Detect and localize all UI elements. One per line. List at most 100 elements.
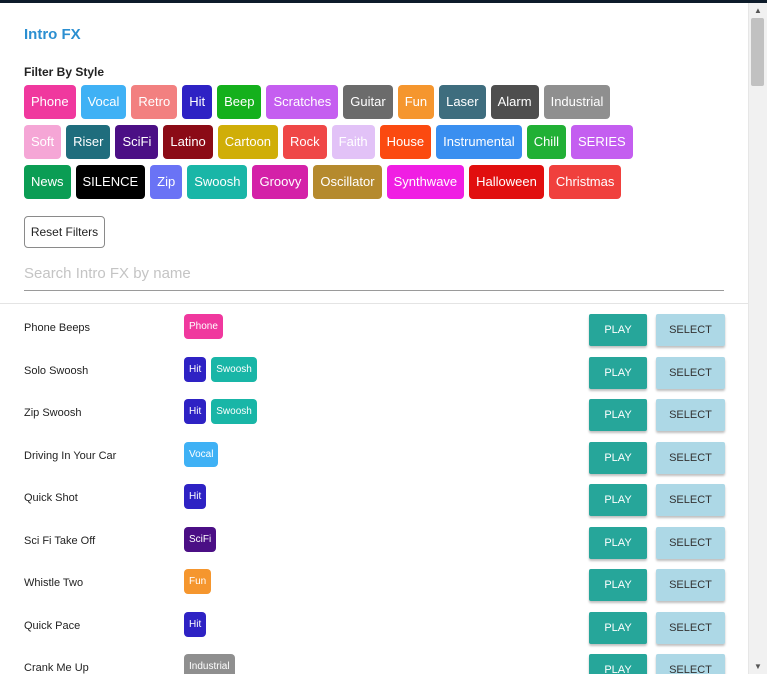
- select-button[interactable]: SELECT: [656, 654, 725, 674]
- tag-badge: Phone: [184, 314, 223, 339]
- tag-badge: Vocal: [184, 441, 219, 467]
- style-filter-chips: Phone Vocal Retro Hit Beep Scratches Guitar Fun…: [24, 85, 714, 205]
- list-item: Driving In Your Car Vocal PLAY SELECT: [0, 438, 748, 481]
- scrollbar-thumb[interactable]: [751, 18, 764, 86]
- top-strip: [0, 0, 767, 3]
- chip-row: Soft Riser SciFi Latino Cartoon Rock Faith Hous…: [24, 125, 714, 159]
- filter-chip-hit[interactable]: Hit: [182, 85, 213, 119]
- play-button[interactable]: PLAY: [589, 611, 647, 644]
- divider: [0, 303, 748, 304]
- filter-chip-oscillator[interactable]: Oscillator: [313, 165, 382, 199]
- select-button[interactable]: SELECT: [656, 399, 725, 431]
- scroll-down-icon[interactable]: ▼: [754, 662, 762, 671]
- tag-badge: Swoosh: [211, 356, 257, 382]
- fx-tags: Hit Swoosh: [184, 399, 257, 424]
- filter-chip-faith[interactable]: Faith: [331, 125, 375, 159]
- select-button[interactable]: SELECT: [656, 356, 725, 389]
- play-button[interactable]: PLAY: [589, 314, 647, 346]
- filter-label: Filter By Style: [24, 65, 105, 79]
- filter-chip-halloween[interactable]: Halloween: [469, 165, 544, 199]
- filter-chip-zip[interactable]: Zip: [150, 165, 183, 199]
- search-input[interactable]: [24, 256, 724, 291]
- intro-fx-panel: Intro FX Filter By Style Phone Vocal Retro…: [0, 3, 748, 674]
- list-item: Solo Swoosh Hit Swoosh PLAY SELECT: [0, 353, 748, 396]
- chip-row: News SILENCE Zip Swoosh Groovy Oscillator Synt…: [24, 165, 714, 199]
- filter-chip-silence[interactable]: SILENCE: [75, 165, 146, 199]
- filter-chip-series[interactable]: SERIES: [570, 125, 633, 159]
- play-button[interactable]: PLAY: [589, 399, 647, 431]
- filter-chip-chill[interactable]: Chill: [526, 125, 566, 159]
- list-item: Quick Shot Hit PLAY SELECT: [0, 480, 748, 523]
- filter-chip-latino[interactable]: Latino: [163, 125, 213, 159]
- list-item: Crank Me Up Industrial PLAY SELECT: [0, 650, 748, 674]
- chip-row: Phone Vocal Retro Hit Beep Scratches Guitar Fun…: [24, 85, 714, 119]
- play-button[interactable]: PLAY: [589, 356, 647, 389]
- filter-chip-news[interactable]: News: [24, 165, 71, 199]
- filter-chip-instrumental[interactable]: Instrumental: [436, 125, 522, 159]
- filter-chip-groovy[interactable]: Groovy: [252, 165, 309, 199]
- play-button[interactable]: PLAY: [589, 526, 647, 559]
- select-button[interactable]: SELECT: [656, 611, 725, 644]
- fx-name: Driving In Your Car: [24, 449, 117, 462]
- filter-chip-swoosh[interactable]: Swoosh: [187, 165, 248, 199]
- list-item: Phone Beeps Phone PLAY SELECT: [0, 310, 748, 353]
- fx-name: Whistle Two: [24, 577, 84, 589]
- fx-tags: Hit: [184, 484, 207, 509]
- fx-name: Quick Shot: [24, 492, 78, 504]
- play-button[interactable]: PLAY: [589, 569, 647, 601]
- fx-name: Quick Pace: [24, 619, 81, 632]
- tag-badge: Hit: [184, 356, 207, 382]
- scroll-up-icon[interactable]: ▲: [754, 6, 762, 15]
- fx-tags: Vocal: [184, 441, 219, 467]
- list-item: Zip Swoosh Hit Swoosh PLAY SELECT: [0, 395, 748, 438]
- filter-chip-retro[interactable]: Retro: [131, 85, 178, 119]
- filter-chip-rock[interactable]: Rock: [283, 125, 327, 159]
- fx-name: Solo Swoosh: [24, 364, 89, 377]
- filter-chip-scratches[interactable]: Scratches: [266, 85, 339, 119]
- play-button[interactable]: PLAY: [589, 484, 647, 516]
- filter-chip-christmas[interactable]: Christmas: [548, 165, 622, 199]
- filter-chip-alarm[interactable]: Alarm: [490, 85, 539, 119]
- fx-tags: Hit: [184, 611, 207, 637]
- list-item: Sci Fi Take Off SciFi PLAY SELECT: [0, 523, 748, 566]
- filter-chip-beep[interactable]: Beep: [217, 85, 262, 119]
- tag-badge: SciFi: [184, 526, 217, 552]
- select-button[interactable]: SELECT: [656, 569, 725, 601]
- fx-name: Phone Beeps: [24, 322, 91, 334]
- play-button[interactable]: PLAY: [589, 441, 647, 474]
- select-button[interactable]: SELECT: [656, 441, 725, 474]
- select-button[interactable]: SELECT: [656, 314, 725, 346]
- tag-badge: Swoosh: [211, 399, 257, 424]
- tag-badge: Hit: [184, 399, 207, 424]
- filter-chip-fun[interactable]: Fun: [397, 85, 435, 119]
- filter-chip-riser[interactable]: Riser: [66, 125, 111, 159]
- filter-chip-scifi[interactable]: SciFi: [115, 125, 159, 159]
- fx-name: Sci Fi Take Off: [24, 534, 96, 547]
- filter-chip-soft[interactable]: Soft: [24, 125, 62, 159]
- play-button[interactable]: PLAY: [589, 654, 647, 674]
- fx-tags: Fun: [184, 569, 212, 594]
- scrollbar[interactable]: ▲ ▼: [748, 3, 767, 674]
- fx-list: Phone Beeps Phone PLAY SELECT Solo Swoosh Hit…: [0, 310, 748, 674]
- filter-chip-phone[interactable]: Phone: [24, 85, 76, 119]
- fx-name: Crank Me Up: [24, 662, 89, 674]
- fx-tags: SciFi: [184, 526, 217, 552]
- select-button[interactable]: SELECT: [656, 526, 725, 559]
- page-title: Intro FX: [24, 26, 81, 43]
- filter-chip-industrial[interactable]: Industrial: [543, 85, 611, 119]
- filter-chip-laser[interactable]: Laser: [439, 85, 486, 119]
- list-item: Whistle Two Fun PLAY SELECT: [0, 565, 748, 608]
- filter-chip-house[interactable]: House: [379, 125, 432, 159]
- filter-chip-cartoon[interactable]: Cartoon: [217, 125, 279, 159]
- tag-badge: Hit: [184, 484, 207, 509]
- select-button[interactable]: SELECT: [656, 484, 725, 516]
- fx-tags: Hit Swoosh: [184, 356, 257, 382]
- filter-chip-synthwave[interactable]: Synthwave: [386, 165, 465, 199]
- filter-chip-guitar[interactable]: Guitar: [343, 85, 393, 119]
- reset-filters-button[interactable]: Reset Filters: [24, 216, 105, 248]
- filter-chip-vocal[interactable]: Vocal: [80, 85, 127, 119]
- fx-tags: Industrial: [184, 654, 235, 674]
- tag-badge: Industrial: [184, 654, 235, 674]
- tag-badge: Hit: [184, 611, 207, 637]
- list-item: Quick Pace Hit PLAY SELECT: [0, 608, 748, 651]
